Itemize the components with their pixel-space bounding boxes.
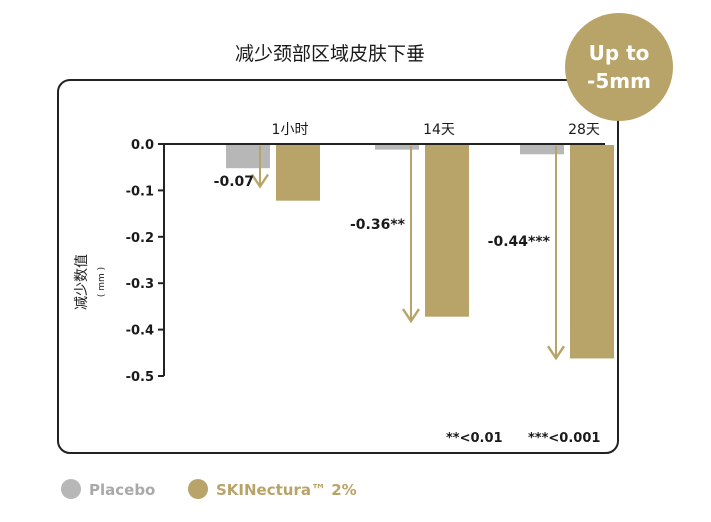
y-axis-unit: ( mm )	[97, 267, 107, 297]
chart-title: 减少颈部区域皮肤下垂	[235, 43, 425, 65]
difference-arrow-head	[251, 173, 269, 189]
badge-line1: Up to	[589, 41, 650, 65]
y-tick-label: -0.1	[126, 184, 154, 199]
legend-label-placebo: Placebo	[89, 481, 155, 499]
legend-label-active: SKINectura™ 2%	[216, 481, 357, 499]
y-axis: 0.0 -0.1 -0.2 -0.3 -0.4 -0.5	[126, 138, 605, 385]
chart-frame	[57, 79, 619, 454]
y-tick-label: -0.3	[126, 277, 154, 292]
legend: Placebo SKINectura™ 2%	[61, 479, 357, 499]
y-tick-label: -0.5	[126, 370, 154, 385]
badge-line2: -5mm	[587, 69, 651, 93]
category-label: 1小时	[272, 122, 309, 138]
y-axis-label-group: 减少数值 ( mm )	[74, 254, 107, 310]
difference-arrow-head	[547, 345, 565, 361]
bar-skinectura	[570, 145, 614, 359]
bar-placebo	[226, 145, 270, 169]
bars	[226, 145, 614, 359]
y-axis-label: 减少数值	[74, 254, 90, 310]
difference-arrow-head	[402, 308, 420, 324]
badge-circle	[565, 13, 673, 121]
significance-note-p001: ***<0.001	[528, 431, 600, 446]
difference-label: -0.36**	[350, 217, 406, 233]
difference-label: -0.44***	[488, 234, 551, 250]
y-tick-label: 0.0	[131, 138, 154, 153]
bar-placebo	[520, 145, 564, 155]
badge: Up to -5mm	[565, 13, 673, 121]
legend-swatch-placebo	[61, 479, 81, 499]
significance-note-p01: **<0.01	[446, 431, 503, 446]
bar-placebo	[375, 145, 419, 150]
category-label: 28天	[568, 122, 600, 138]
bar-skinectura	[425, 145, 469, 317]
y-tick-label: -0.4	[126, 324, 154, 339]
difference-arrows	[251, 146, 565, 361]
difference-label: -0.07	[214, 174, 254, 190]
chart-labels: 1小时 -0.07 14天 -0.36** 28天 -0.44***	[214, 122, 600, 250]
bar-skinectura	[276, 145, 320, 201]
y-tick-label: -0.2	[126, 231, 154, 246]
legend-swatch-active	[188, 479, 208, 499]
category-label: 14天	[423, 122, 455, 138]
